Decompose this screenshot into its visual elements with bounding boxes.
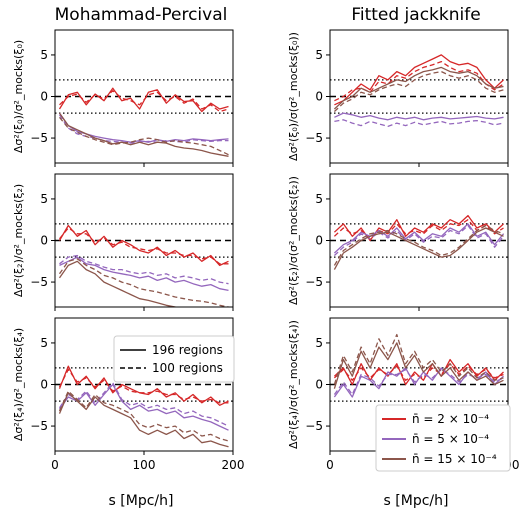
x-tick-label: 100: [133, 458, 156, 472]
y-tick-label: −5: [305, 419, 323, 433]
legend-label-density-2: n̄ = 2 × 10⁻⁴: [412, 412, 489, 426]
y-axis-label: Δσ²(ξ₂)/σ²_mocks(ξ₂): [12, 184, 25, 297]
legend-label-density-5: n̄ = 5 × 10⁻⁴: [412, 432, 489, 446]
x-axis-label-left: s [Mpc/h]: [109, 493, 174, 509]
series-line-purple-solid: [58, 383, 229, 431]
series-line-purple-dashed: [59, 254, 229, 285]
y-tick-label: −5: [305, 131, 323, 145]
y-tick-label: 0: [315, 90, 323, 104]
y-tick-label: 5: [315, 192, 323, 206]
series-line-purple-dashed: [58, 382, 229, 427]
x-tick-label: 200: [222, 458, 245, 472]
series-line-brown-solid: [333, 227, 504, 270]
y-axis-label: Δσ²(ξ₄)/σ(σ²_mocks(ξ₄)): [287, 320, 300, 449]
series-line-brown-solid: [58, 260, 179, 307]
panel-1: −5 0 5 Δσ²(ξ₀)/σ²_mocks(ξ₀): [12, 29, 234, 167]
series-line-red-dashed: [334, 60, 504, 102]
column-title-right: Fitted jackknife: [351, 5, 480, 25]
series-line-brown-solid: [333, 66, 504, 110]
series-group: [333, 214, 505, 270]
series-line-brown-dashed: [333, 224, 504, 266]
x-tick-label: 0: [326, 458, 334, 472]
y-tick-label: −5: [30, 275, 48, 289]
panel-2: −5 0 5 Δσ²(ξ₀)/σ(σ²_mocks(ξ₀)): [287, 29, 509, 167]
y-tick-label: −5: [305, 275, 323, 289]
x-tick-label: 0: [51, 458, 59, 472]
y-tick-label: 0: [315, 234, 323, 248]
panel-4: −5 0 5 Δσ²(ξ₂)/σ(σ²_mocks(ξ₂)): [287, 173, 509, 311]
series-line-brown-solid: [58, 392, 229, 448]
series-line-red-dashed: [333, 219, 504, 240]
legend-label-100-regions: 100 regions: [152, 361, 223, 375]
y-tick-label: 5: [315, 336, 323, 350]
series-line-red-dashed: [58, 368, 229, 404]
x-axis-label-right: s [Mpc/h]: [384, 493, 449, 509]
legend-density: n̄ = 2 × 10⁻⁴ n̄ = 5 × 10⁻⁴ n̄ = 15 × 10…: [375, 404, 511, 472]
series-line-purple-dashed: [58, 114, 229, 144]
series-line-purple-solid: [334, 112, 504, 121]
y-tick-label: 5: [40, 192, 48, 206]
panel-3: −5 0 5 Δσ²(ξ₂)/σ²_mocks(ξ₂): [12, 173, 234, 311]
y-tick-label: −5: [30, 419, 48, 433]
series-line-red-solid: [333, 214, 504, 242]
series-line-purple-dashed: [333, 224, 505, 256]
y-axis-label: Δσ²(ξ₄)/σ²_mocks(ξ₄): [12, 328, 25, 441]
series-line-red-solid: [58, 87, 229, 113]
series-line-brown-solid: [333, 342, 504, 389]
series-group: [333, 54, 504, 128]
panels-group: −5 0 5 Δσ²(ξ₀)/σ²_mocks(ξ₀) −5 0 5 Δσ²(ξ₀)/σ(σ²…: [12, 29, 519, 472]
series-line-purple-dashed: [333, 368, 504, 396]
series-line-purple-solid: [59, 256, 229, 292]
y-tick-label: −5: [30, 131, 48, 145]
column-title-left: Mohammad-Percival: [55, 5, 228, 25]
series-line-red-dashed: [58, 227, 229, 265]
series-line-brown-dashed: [58, 390, 229, 442]
legend-label-196-regions: 196 regions: [152, 343, 223, 357]
y-tick-label: 0: [40, 234, 48, 248]
series-group: [58, 224, 229, 307]
y-tick-label: 0: [40, 378, 48, 392]
series-line-brown-dashed: [333, 70, 504, 112]
series-line-red-solid: [58, 224, 229, 267]
y-tick-label: 5: [40, 336, 48, 350]
series-line-brown-dashed: [58, 116, 229, 156]
series-line-red-dashed: [59, 90, 229, 113]
y-tick-label: 0: [315, 378, 323, 392]
series-line-red-solid: [58, 365, 229, 406]
y-tick-label: 5: [40, 48, 48, 62]
series-line-purple-solid: [333, 223, 505, 254]
series-line-red-solid: [334, 54, 504, 106]
y-tick-label: 0: [40, 90, 48, 104]
series-line-brown-dashed: [333, 333, 504, 385]
y-axis-label: Δσ²(ξ₂)/σ(σ²_mocks(ξ₂)): [287, 176, 300, 305]
series-group: [333, 333, 504, 398]
series-line-brown-solid: [58, 112, 229, 157]
series-group: [58, 365, 229, 448]
y-axis-label: Δσ²(ξ₀)/σ(σ²_mocks(ξ₀)): [287, 32, 300, 161]
legend-regions: 196 regions 100 regions: [113, 335, 235, 383]
series-line-red-dashed: [333, 363, 504, 381]
legend-label-density-15: n̄ = 15 × 10⁻⁴: [412, 452, 497, 466]
y-tick-label: 5: [315, 48, 323, 62]
series-line-purple-solid: [333, 367, 504, 398]
series-group: [58, 87, 229, 157]
series-line-purple-solid: [58, 112, 229, 143]
series-line-purple-dashed: [334, 119, 504, 128]
series-line-brown-dashed: [58, 258, 229, 307]
y-axis-label: Δσ²(ξ₀)/σ²_mocks(ξ₀): [12, 40, 25, 153]
